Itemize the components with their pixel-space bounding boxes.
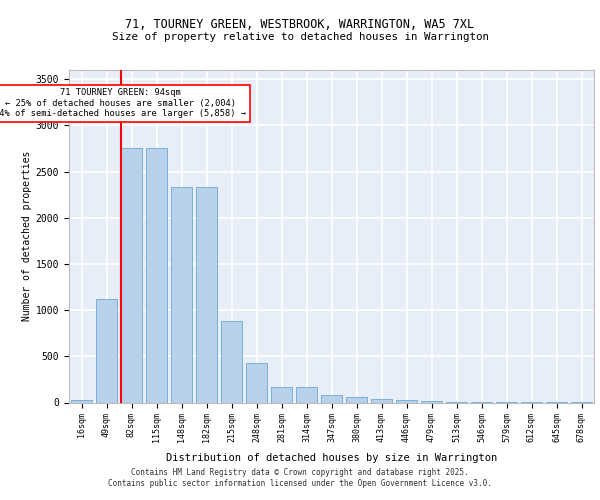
- Bar: [346, 398, 367, 402]
- Bar: [271, 388, 292, 402]
- Bar: [221, 321, 242, 402]
- Bar: [146, 148, 167, 402]
- Bar: [296, 388, 317, 402]
- Bar: [71, 400, 92, 402]
- X-axis label: Distribution of detached houses by size in Warrington: Distribution of detached houses by size …: [166, 454, 497, 464]
- Bar: [171, 188, 192, 402]
- Text: 71 TOURNEY GREEN: 94sqm
← 25% of detached houses are smaller (2,004)
74% of semi: 71 TOURNEY GREEN: 94sqm ← 25% of detache…: [0, 88, 246, 118]
- Bar: [246, 363, 267, 403]
- Bar: [121, 148, 142, 402]
- Bar: [321, 394, 342, 402]
- Bar: [96, 299, 117, 403]
- Text: Contains HM Land Registry data © Crown copyright and database right 2025.
Contai: Contains HM Land Registry data © Crown c…: [108, 468, 492, 487]
- Bar: [196, 188, 217, 402]
- Text: Size of property relative to detached houses in Warrington: Size of property relative to detached ho…: [112, 32, 488, 42]
- Bar: [396, 400, 417, 402]
- Y-axis label: Number of detached properties: Number of detached properties: [22, 151, 32, 322]
- Bar: [371, 400, 392, 402]
- Bar: [421, 401, 442, 402]
- Text: 71, TOURNEY GREEN, WESTBROOK, WARRINGTON, WA5 7XL: 71, TOURNEY GREEN, WESTBROOK, WARRINGTON…: [125, 18, 475, 30]
